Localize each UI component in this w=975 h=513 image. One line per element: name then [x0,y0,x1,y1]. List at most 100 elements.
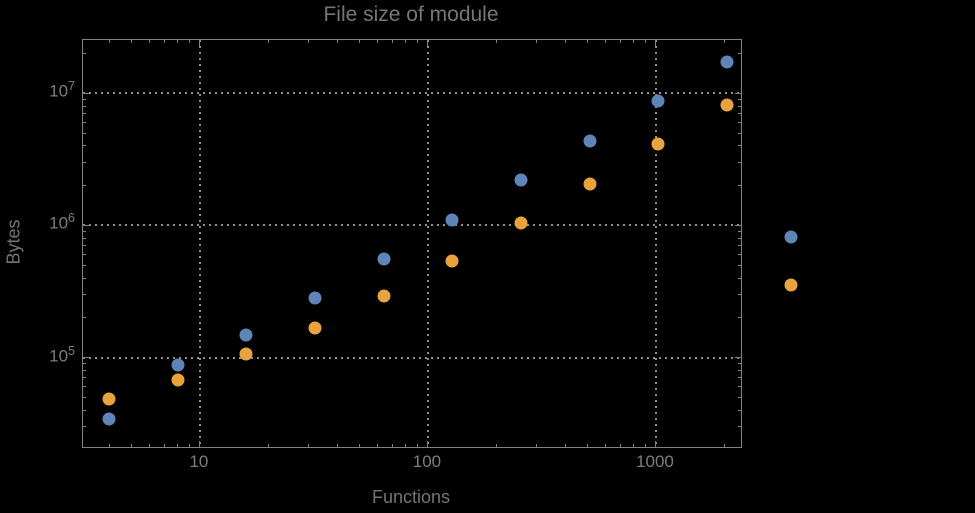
x-minor-tick [564,40,566,43]
y-minor-tick [738,185,741,187]
data-point-series-1-blue [583,134,597,148]
y-minor-tick [738,277,741,279]
data-point-series-2-orange [514,216,528,230]
data-point-series-2-orange [651,137,665,151]
x-gridline-10 [198,40,201,447]
x-minor-tick [620,444,622,447]
x-minor-tick [564,444,566,447]
x-major-tick [655,40,657,46]
data-point-series-2-orange [784,278,798,292]
x-minor-tick [604,40,606,43]
y-minor-tick [83,98,86,100]
y-minor-tick [83,231,86,233]
x-minor-tick [358,40,360,43]
y-minor-tick [83,317,86,319]
y-minor-tick [83,369,86,371]
x-minor-tick [268,444,270,447]
data-point-series-2-orange [445,254,459,268]
data-point-series-1-blue [377,252,391,266]
data-point-series-1-blue [720,55,734,69]
data-point-series-1-blue [102,412,116,426]
y-minor-tick [738,426,741,428]
y-minor-tick [738,264,741,266]
x-minor-tick [496,40,498,43]
y-minor-tick [738,122,741,124]
y-minor-tick [83,145,86,147]
x-minor-tick [189,444,190,447]
x-gridline-1000 [654,40,657,447]
data-point-series-1-blue [171,358,185,372]
x-minor-tick [108,444,110,447]
x-minor-tick [724,444,726,447]
y-minor-tick [83,377,86,379]
x-minor-tick [189,40,190,43]
x-minor-tick [392,40,394,43]
x-minor-tick [536,444,538,447]
x-minor-tick [177,444,179,447]
x-minor-tick [496,444,498,447]
x-minor-tick [268,40,270,43]
data-point-series-2-orange [171,373,185,387]
data-point-series-2-orange [239,347,253,361]
y-minor-tick [738,231,741,233]
x-major-tick [427,40,429,46]
y-minor-tick [83,105,86,107]
x-minor-tick [392,444,394,447]
x-minor-tick [164,40,166,43]
x-minor-tick [633,40,635,43]
y-minor-tick [738,113,741,115]
y-minor-tick [83,161,86,163]
x-minor-tick [148,40,150,43]
x-major-tick [655,441,657,447]
plot-area [82,39,798,448]
y-minor-tick [83,363,86,365]
y-major-tick [735,357,741,358]
y-major-tick [735,224,741,226]
y-minor-tick [83,254,86,256]
x-minor-tick [417,40,419,43]
y-minor-tick [83,237,86,239]
data-point-series-1-blue [308,291,322,305]
y-minor-tick [738,254,741,256]
y-major-tick [83,224,89,226]
y-minor-tick [738,237,741,239]
x-minor-tick [130,40,132,43]
x-minor-tick [645,444,647,447]
x-minor-tick [108,40,110,43]
x-gridline-100 [426,40,429,447]
y-tick-label: 106 [49,211,75,234]
x-minor-tick [148,444,150,447]
y-minor-tick [738,145,741,147]
y-major-tick [735,92,741,94]
x-minor-tick [376,40,378,43]
y-minor-tick [83,185,86,187]
data-point-series-1-blue [784,230,798,244]
y-minor-tick [83,277,86,279]
x-minor-tick [633,444,635,447]
y-minor-tick [83,264,86,266]
y-gridline-1000000 [83,224,741,227]
y-tick-label: 105 [49,343,75,366]
y-gridline-100000 [83,356,741,359]
y-minor-tick [738,377,741,379]
y-minor-tick [83,132,86,134]
data-point-series-1-blue [514,173,528,187]
x-minor-tick [417,444,419,447]
y-minor-tick [738,161,741,163]
y-minor-tick [738,105,741,107]
y-major-tick [83,92,89,94]
x-minor-tick [586,444,588,447]
x-tick-label: 100 [412,452,442,471]
x-minor-tick [724,40,726,43]
x-major-tick [199,441,201,447]
data-point-series-1-blue [239,328,253,342]
y-minor-tick [738,98,741,100]
y-minor-tick [738,369,741,371]
y-minor-tick [83,396,86,398]
y-minor-tick [83,53,86,55]
y-minor-tick [83,122,86,124]
y-minor-tick [738,396,741,398]
y-minor-tick [83,113,86,115]
x-axis-label: Functions [371,487,451,507]
